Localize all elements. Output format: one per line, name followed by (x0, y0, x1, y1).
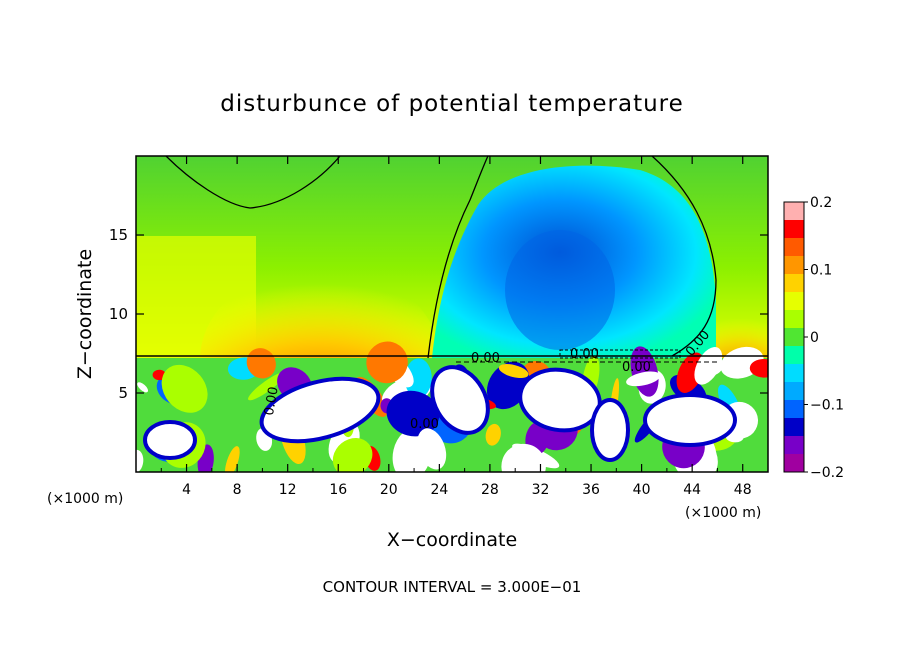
contour-line-cold-left (427, 156, 489, 359)
x-tick-label: 36 (582, 482, 600, 498)
turbulence-blob (501, 443, 546, 472)
x-axis-label: X−coordinate (387, 529, 517, 551)
turbulence-blob (332, 438, 373, 472)
contour-interval-note: CONTOUR INTERVAL = 3.000E−01 (323, 578, 582, 596)
turbulence-eddy (590, 398, 630, 462)
contour-label: 0.00 (570, 347, 599, 362)
turbulence-blob (248, 372, 286, 401)
x-tick-label: 28 (481, 482, 499, 498)
colorbar-swatch (784, 220, 804, 239)
colorbar-tick-label: −0.1 (810, 398, 844, 414)
colorbar-swatch (784, 400, 804, 419)
x-tick-label: 16 (329, 482, 347, 498)
turbulence-blob (417, 428, 447, 470)
chart-title: disturbunce of potential temperature (220, 91, 684, 117)
y-axis-label: Z−coordinate (74, 249, 96, 379)
colorbar-swatch (784, 454, 804, 473)
x-axis: 4 8 12 16 20 24 28 32 36 40 44 48 (160, 156, 752, 498)
x-tick-label: 44 (683, 482, 701, 498)
turbulence-blob (137, 382, 149, 393)
contour-line-cold-right (651, 156, 717, 357)
contour-label: 0.00 (471, 351, 500, 366)
x-tick-label: 8 (233, 482, 242, 498)
colorbar-swatch (784, 418, 804, 437)
turbulence-eddy (430, 365, 490, 435)
turbulence-blob (749, 358, 768, 378)
y-tick-label: 10 (109, 305, 128, 323)
colorbar-swatch (784, 310, 804, 329)
turbulence-blob (485, 423, 501, 446)
x-tick-label: 48 (734, 482, 752, 498)
colorbar-tick-label: 0 (810, 330, 819, 346)
x-tick-label: 4 (182, 482, 191, 498)
colorbar-swatch (784, 238, 804, 257)
colorbar-swatch (784, 364, 804, 383)
colorbar-tick-label: −0.2 (810, 465, 844, 481)
plot-area (136, 156, 768, 472)
colorbar-swatch (784, 436, 804, 455)
turbulence-eddy (643, 393, 737, 447)
turbulence-blob (386, 390, 440, 437)
contour-label: 0.00 (410, 417, 439, 432)
colorbar-ticks: 0.2 0.1 0 −0.1 −0.2 (804, 195, 844, 481)
x-unit-left: (×1000 m) (47, 491, 123, 507)
colorbar (784, 202, 804, 473)
turbulence-eddy (143, 420, 197, 460)
contour-line-top-left (165, 156, 341, 209)
turbulence-blob (498, 364, 529, 379)
contour-dense-band (559, 349, 681, 359)
y-axis: 5 10 15 (109, 226, 768, 402)
x-tick-label: 40 (633, 482, 651, 498)
colorbar-swatch (784, 346, 804, 365)
colorbar-swatch (784, 328, 804, 347)
colorbar-swatch (784, 274, 804, 293)
colorbar-swatch (784, 382, 804, 401)
turbulence-blob (366, 341, 408, 384)
colorbar-tick-label: 0.1 (810, 263, 832, 279)
turbulence-blob (626, 371, 661, 387)
contour-label: 0.00 (262, 386, 282, 417)
y-tick-label: 5 (118, 384, 128, 402)
x-tick-label: 24 (430, 482, 448, 498)
colorbar-swatch (784, 292, 804, 311)
x-unit-right: (×1000 m) (685, 505, 761, 521)
colorbar-tick-label: 0.2 (810, 195, 832, 211)
turbulence-eddy (259, 376, 381, 444)
cold-core (505, 230, 615, 350)
contour-label: 0.00 (622, 360, 651, 375)
y-tick-label: 15 (109, 226, 128, 244)
colorbar-swatch (784, 256, 804, 275)
x-tick-label: 20 (380, 482, 398, 498)
x-tick-label: 32 (532, 482, 550, 498)
turbulence-blob (161, 364, 208, 413)
x-tick-label: 12 (279, 482, 297, 498)
turbulence-blob (404, 358, 432, 399)
turbulent-layer (136, 341, 768, 472)
colorbar-swatch (784, 202, 804, 221)
turbulence-blob (225, 446, 240, 472)
